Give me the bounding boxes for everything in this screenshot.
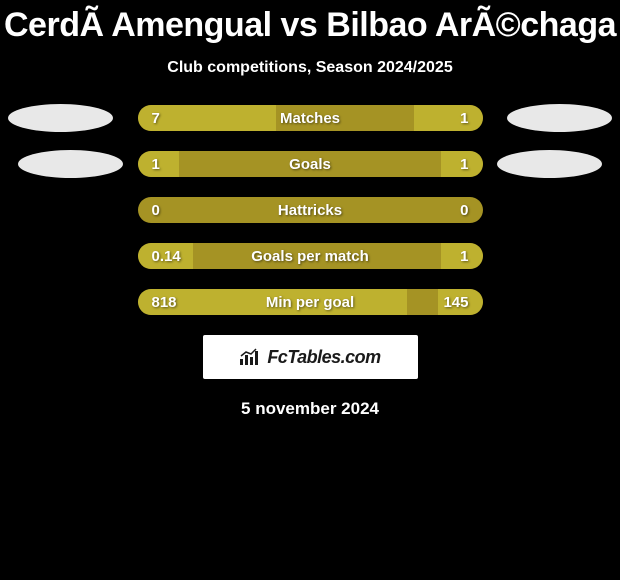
logo-text: FcTables.com: [267, 347, 380, 368]
left-value: 0.14: [152, 248, 181, 265]
metric-label: Min per goal: [266, 294, 354, 311]
chart-icon: [239, 348, 261, 366]
metric-label: Matches: [280, 110, 340, 127]
stat-bar: 0 0 Hattricks: [138, 197, 483, 223]
right-value: 1: [460, 110, 468, 127]
player-left-marker: [8, 104, 113, 132]
bar-right-fill: [414, 105, 483, 131]
player-left-marker: [18, 150, 123, 178]
metric-label: Goals: [289, 156, 331, 173]
comparison-chart: 7 1 Matches 1 1 Goals 0 0 Hattricks 0.14 1 Goals pe…: [0, 105, 620, 315]
left-value: 0: [152, 202, 160, 219]
page-title: CerdÃ Amengual vs Bilbao ArÃ©chaga: [0, 0, 620, 45]
left-value: 7: [152, 110, 160, 127]
stat-bar: 1 1 Goals: [138, 151, 483, 177]
stat-bar: 7 1 Matches: [138, 105, 483, 131]
stat-bar: 818 145 Min per goal: [138, 289, 483, 315]
stat-row: 0 0 Hattricks: [0, 197, 620, 223]
stat-row: 1 1 Goals: [0, 151, 620, 177]
metric-label: Hattricks: [278, 202, 342, 219]
right-value: 1: [460, 156, 468, 173]
stat-row: 7 1 Matches: [0, 105, 620, 131]
player-right-marker: [497, 150, 602, 178]
stat-bar: 0.14 1 Goals per match: [138, 243, 483, 269]
logo-box: FcTables.com: [203, 335, 418, 379]
metric-label: Goals per match: [251, 248, 369, 265]
footer-date: 5 november 2024: [0, 399, 620, 419]
stat-row: 818 145 Min per goal: [0, 289, 620, 315]
left-value: 818: [152, 294, 177, 311]
right-value: 1: [460, 248, 468, 265]
right-value: 0: [460, 202, 468, 219]
page-subtitle: Club competitions, Season 2024/2025: [0, 59, 620, 77]
stat-row: 0.14 1 Goals per match: [0, 243, 620, 269]
left-value: 1: [152, 156, 160, 173]
right-value: 145: [443, 294, 468, 311]
player-right-marker: [507, 104, 612, 132]
